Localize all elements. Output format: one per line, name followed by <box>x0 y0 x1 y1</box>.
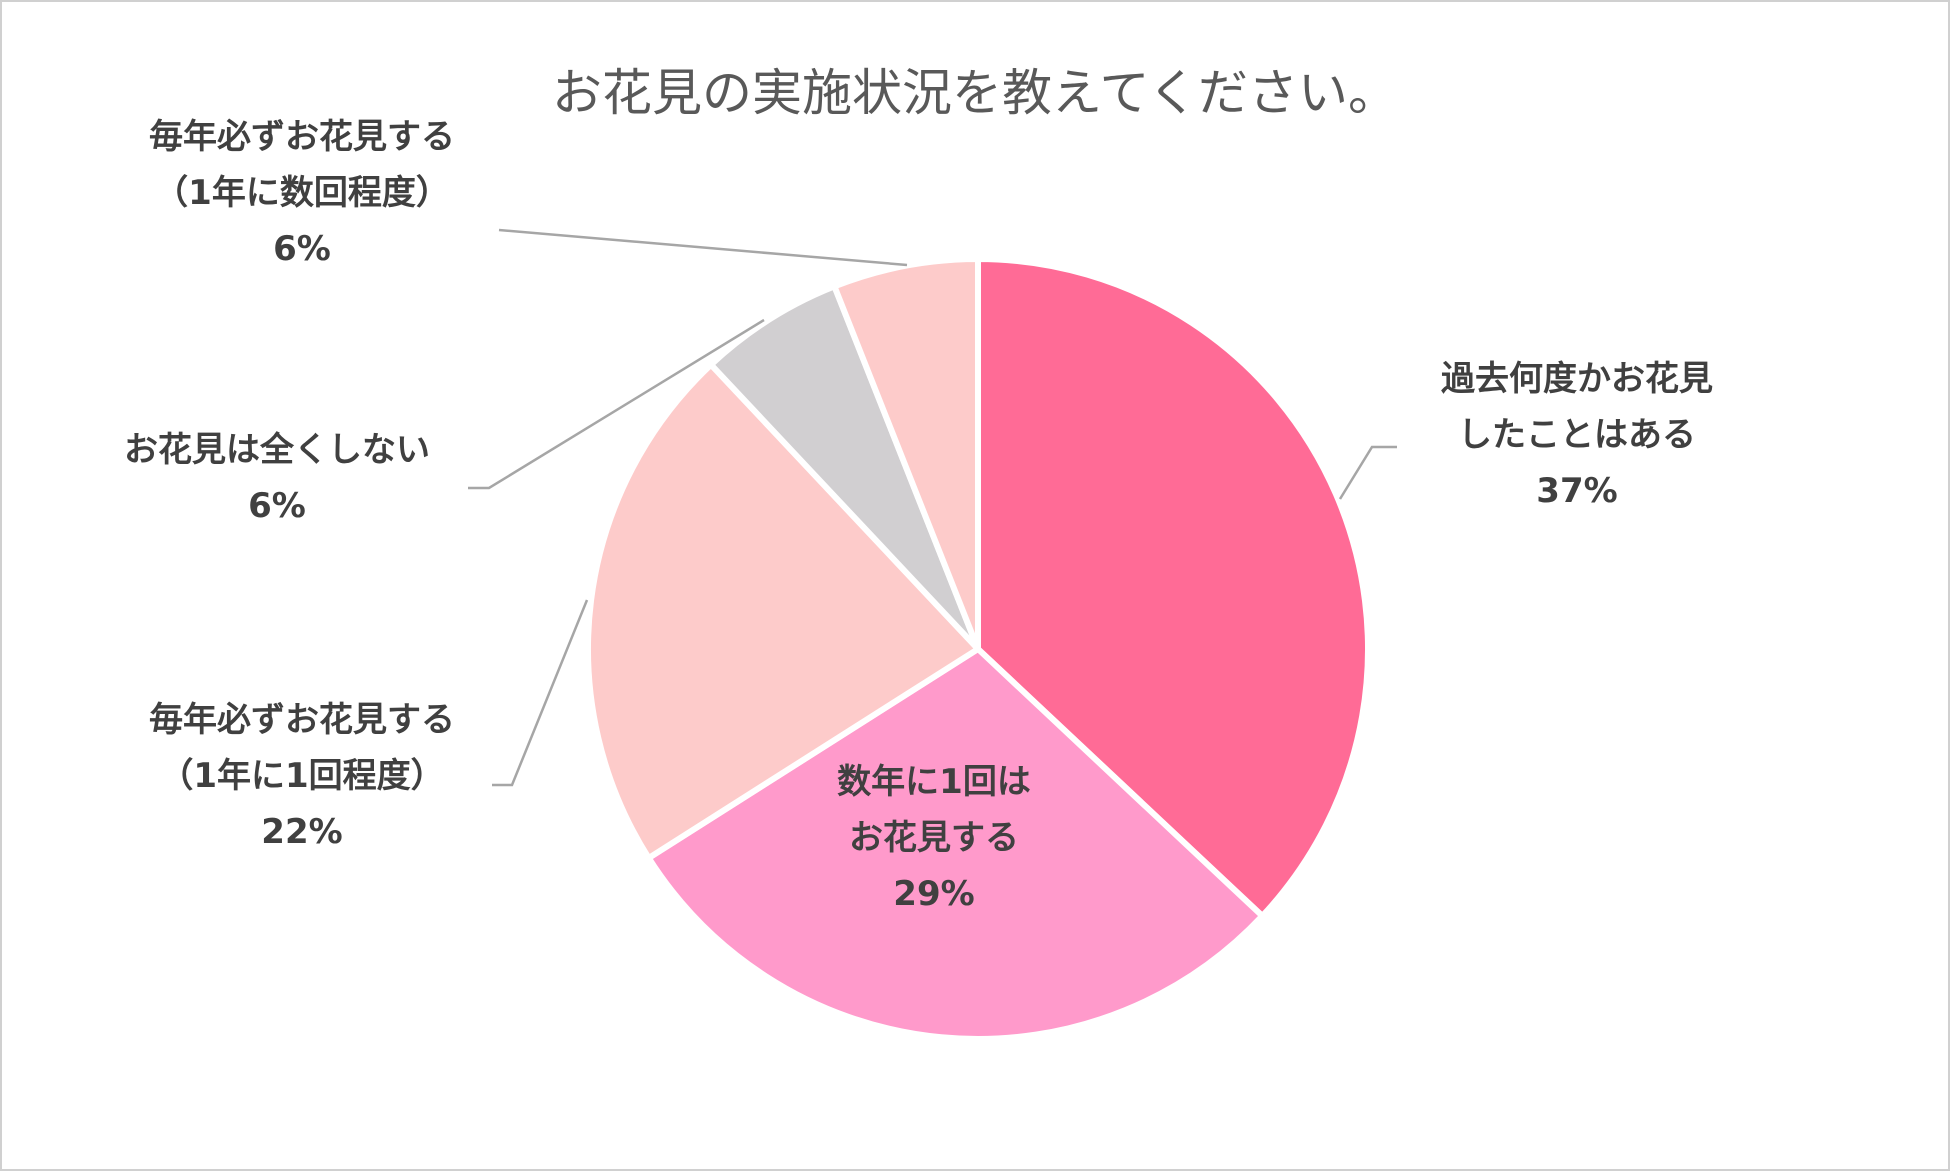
leader-line <box>492 599 589 787</box>
data-label-category: 毎年必ずお花見する <box>149 700 455 740</box>
data-label-category: （1年に数回程度） <box>154 173 450 213</box>
data-label-category: お花見する <box>849 818 1019 858</box>
data-label: 毎年必ずお花見する （1年に1回程度） 22% <box>149 700 455 852</box>
data-label-percent: 6% <box>273 229 331 269</box>
pie-slice <box>975 256 1371 919</box>
data-label-category: 過去何度かお花見 <box>1441 359 1713 399</box>
pie-slice <box>645 646 1266 1042</box>
leader-lines <box>468 228 1397 787</box>
data-label-category: （1年に1回程度） <box>159 756 444 796</box>
data-label-category: したことはある <box>1458 415 1696 455</box>
data-label-percent: 6% <box>248 486 306 526</box>
leader-line <box>468 318 765 490</box>
data-label-percent: 22% <box>261 812 342 852</box>
data-label: お花見は全くしない 6% <box>124 430 430 526</box>
data-label-category: お花見は全くしない <box>124 430 430 470</box>
data-label-category: 数年に1回は <box>837 762 1031 802</box>
pie-slices <box>585 256 1371 1042</box>
pie-slice <box>585 361 981 861</box>
data-label-percent: 37% <box>1536 471 1617 511</box>
chart-title: お花見の実施状況を教えてください。 <box>552 64 1398 122</box>
data-label-percent: 29% <box>893 874 974 914</box>
data-label: 毎年必ずお花見する （1年に数回程度） 6% <box>149 117 455 269</box>
leader-line <box>1338 445 1397 500</box>
data-label-category: 毎年必ずお花見する <box>149 117 455 157</box>
leader-line <box>498 228 908 267</box>
